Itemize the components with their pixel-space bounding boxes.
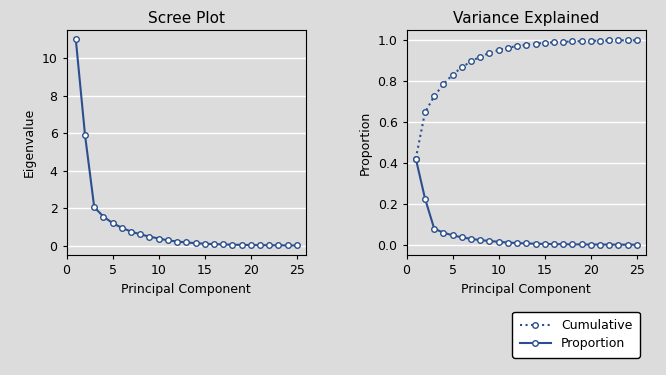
Y-axis label: Proportion: Proportion (359, 110, 372, 175)
X-axis label: Principal Component: Principal Component (462, 283, 591, 296)
Legend: Cumulative, Proportion: Cumulative, Proportion (512, 312, 640, 357)
Y-axis label: Eigenvalue: Eigenvalue (23, 108, 36, 177)
X-axis label: Principal Component: Principal Component (121, 283, 251, 296)
Title: Variance Explained: Variance Explained (453, 11, 599, 26)
Title: Scree Plot: Scree Plot (148, 11, 225, 26)
